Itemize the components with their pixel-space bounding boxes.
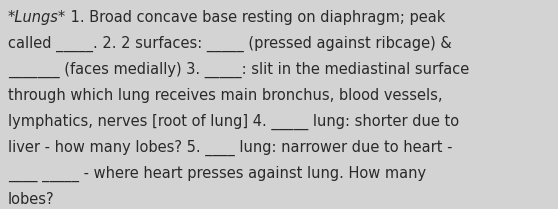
Text: lobes?: lobes?	[8, 192, 55, 207]
Text: *Lungs*: *Lungs*	[8, 10, 66, 25]
Text: liver - how many lobes? 5. ____ lung: narrower due to heart -: liver - how many lobes? 5. ____ lung: na…	[8, 140, 453, 156]
Text: 1. Broad concave base resting on diaphragm; peak: 1. Broad concave base resting on diaphra…	[66, 10, 446, 25]
Text: ____ _____ - where heart presses against lung. How many: ____ _____ - where heart presses against…	[8, 166, 426, 182]
Text: through which lung receives main bronchus, blood vessels,: through which lung receives main bronchu…	[8, 88, 442, 103]
Text: lymphatics, nerves [root of lung] 4. _____ lung: shorter due to: lymphatics, nerves [root of lung] 4. ___…	[8, 114, 459, 130]
Text: called _____. 2. 2 surfaces: _____ (pressed against ribcage) &: called _____. 2. 2 surfaces: _____ (pres…	[8, 36, 452, 52]
Text: _______ (faces medially) 3. _____: slit in the mediastinal surface: _______ (faces medially) 3. _____: slit …	[8, 62, 469, 78]
